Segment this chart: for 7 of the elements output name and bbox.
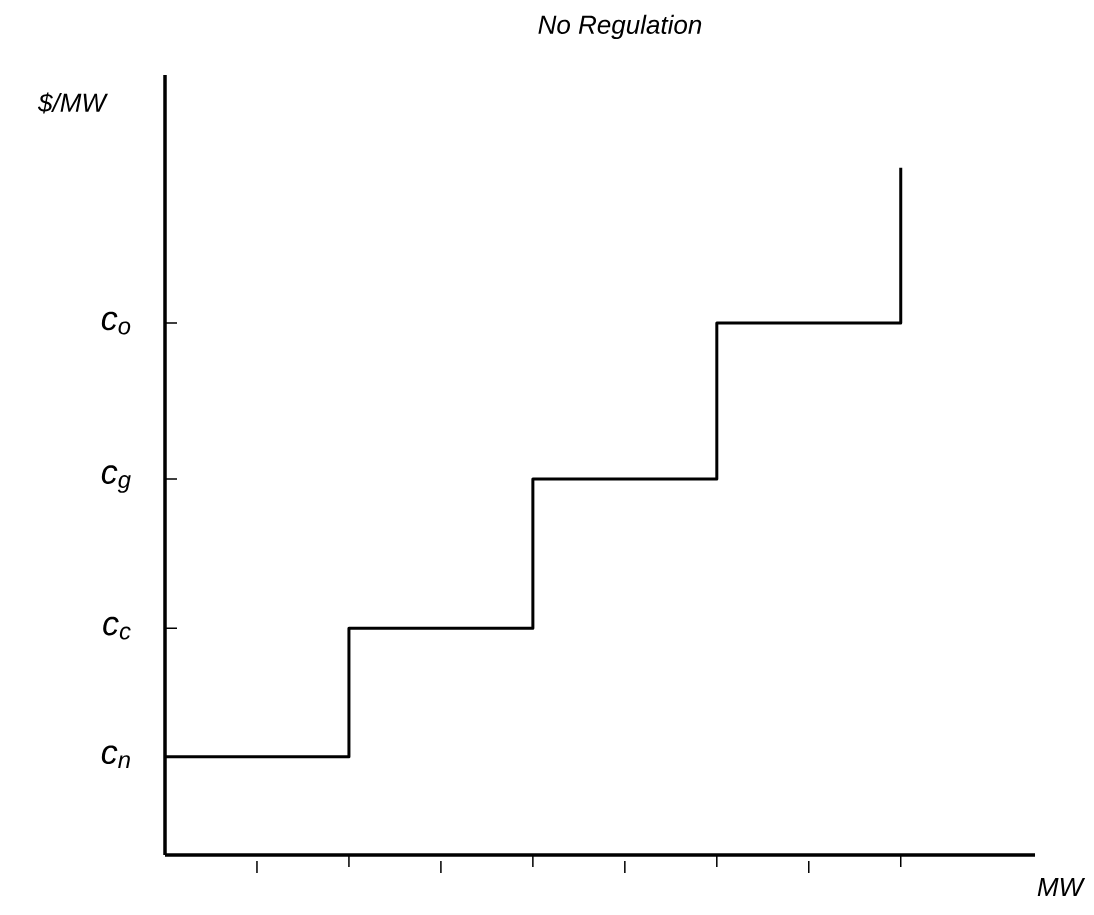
x-axis-title: MW bbox=[1037, 878, 1086, 896]
chart-title: No Regulation bbox=[538, 14, 702, 40]
text: c$_{o}$ bbox=[101, 311, 131, 335]
text: c$_{g}$ bbox=[101, 465, 131, 493]
text: c$_{n}$ bbox=[101, 745, 130, 768]
text: c$_{c}$ bbox=[103, 616, 131, 640]
y-axis-title: $/MW bbox=[37, 92, 108, 114]
